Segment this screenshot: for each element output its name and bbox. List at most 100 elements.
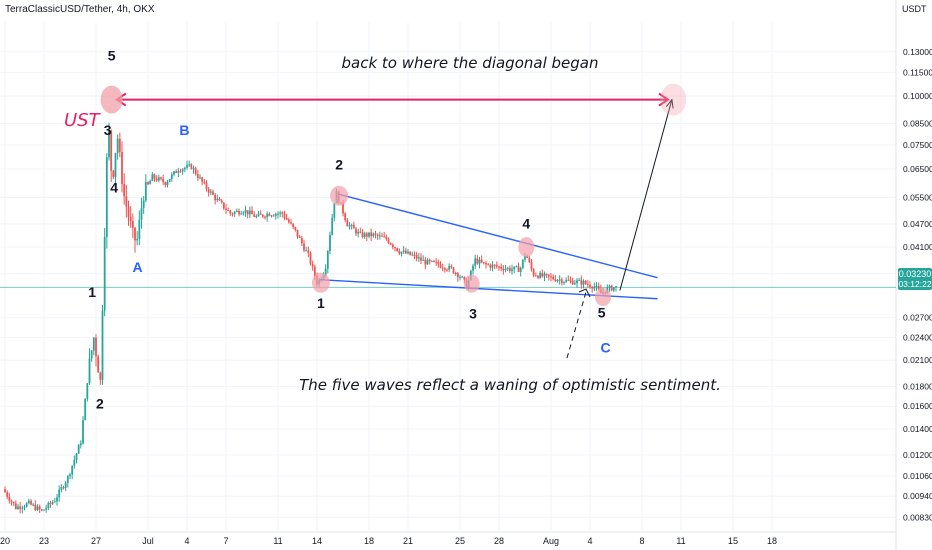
candle-body (255, 216, 258, 218)
candle-body (584, 281, 587, 284)
candle-body (554, 279, 557, 282)
y-tick-label: 0.01600 (903, 401, 932, 411)
candle-body (508, 267, 511, 271)
candle-body (69, 474, 71, 477)
wave-highlight-circles (100, 83, 687, 307)
candle-body (387, 239, 390, 244)
candle-body (433, 260, 435, 262)
y-tick-label: 0.13000 (903, 47, 932, 57)
x-tick-label: 8 (639, 536, 644, 546)
return-level-arrowhead (658, 92, 670, 107)
candle-body (34, 504, 37, 510)
x-tick-label: 4 (184, 536, 189, 546)
candle-body (409, 251, 412, 255)
candle-body (53, 501, 56, 503)
candle-body (82, 420, 84, 444)
candle-body (285, 217, 288, 220)
candle-body (608, 285, 611, 288)
candle-body (170, 174, 173, 180)
wave-label: 5 (108, 47, 116, 63)
pivot-highlight (660, 83, 687, 116)
candle-body (177, 171, 180, 173)
candle-body (84, 398, 87, 421)
candle-body (361, 232, 364, 238)
candle-body (580, 279, 583, 285)
candle-body (112, 170, 115, 177)
chart-symbol-title: TerraClassicUSD/Tether, 4h, OKX (5, 4, 155, 15)
y-tick-label: 0.00940 (903, 491, 932, 501)
candle-body (21, 507, 24, 509)
candle-body (47, 502, 50, 509)
candle-body (344, 213, 347, 221)
candle-body (266, 213, 269, 218)
candle-body (201, 177, 204, 182)
candle-body (383, 236, 386, 238)
candle-body (307, 250, 310, 253)
candle-body (101, 310, 104, 380)
candle-body (142, 200, 145, 209)
candle-body (482, 262, 485, 264)
candle-body (268, 213, 271, 216)
y-tick-label: 0.02700 (903, 313, 932, 323)
candle-body (597, 286, 600, 290)
candle-body (30, 500, 32, 505)
candle-body (407, 251, 409, 254)
candle-body (521, 259, 524, 268)
wave-label: 5 (598, 305, 606, 321)
candle-body (355, 228, 357, 234)
x-tick-label: 20 (0, 536, 10, 546)
candle-body (144, 182, 147, 201)
candle-body (151, 174, 154, 181)
candle-body (493, 264, 496, 266)
candle-body (582, 281, 585, 285)
candle-body (530, 261, 533, 269)
candle-body (441, 267, 444, 269)
candle-body (205, 182, 208, 189)
candle-body (519, 267, 522, 272)
candle-body (294, 226, 297, 230)
top-note-text: back to where the diagonal began (342, 54, 599, 72)
candle-body (472, 265, 474, 271)
candle-body (242, 212, 245, 214)
pivot-highlight (463, 274, 480, 293)
candle-body (615, 286, 617, 288)
candle-body (534, 275, 537, 277)
candle-body (227, 210, 230, 212)
candle-body (259, 213, 262, 215)
candle-body (498, 266, 500, 268)
candle-body (62, 487, 65, 489)
y-tick-label: 0.04100 (903, 242, 932, 252)
projection-arrowhead (665, 98, 674, 109)
candle-body (190, 164, 193, 169)
candle-body (333, 203, 336, 218)
candle-body (370, 232, 373, 237)
candle-body (79, 443, 82, 446)
candle-body (125, 196, 128, 207)
candle-body (404, 250, 407, 254)
candle-body (90, 350, 93, 359)
candle-body (430, 260, 433, 262)
candle-body (220, 200, 223, 203)
x-tick-label: 25 (455, 536, 465, 546)
candle-body (489, 264, 492, 268)
candle-body (402, 250, 405, 252)
price-tag-value: 0.03230 (899, 269, 932, 279)
candle-body (502, 268, 505, 271)
x-tick-label: 4 (587, 536, 592, 546)
candle-body (378, 235, 381, 237)
x-tick-label: 18 (767, 536, 777, 546)
x-tick-label: 7 (223, 536, 228, 546)
candle-body (558, 279, 561, 281)
candle-body (121, 151, 123, 185)
candle-body (246, 210, 249, 215)
price-tag-box (898, 268, 932, 290)
candle-body (45, 508, 48, 510)
candle-body (194, 168, 197, 175)
y-tick-label: 0.08500 (903, 119, 932, 129)
candle-body (162, 178, 165, 183)
wave-label: 3 (469, 305, 477, 321)
pivot-highlight (595, 288, 611, 307)
y-tick-label: 0.00830 (903, 512, 932, 522)
candle-body (19, 506, 22, 509)
